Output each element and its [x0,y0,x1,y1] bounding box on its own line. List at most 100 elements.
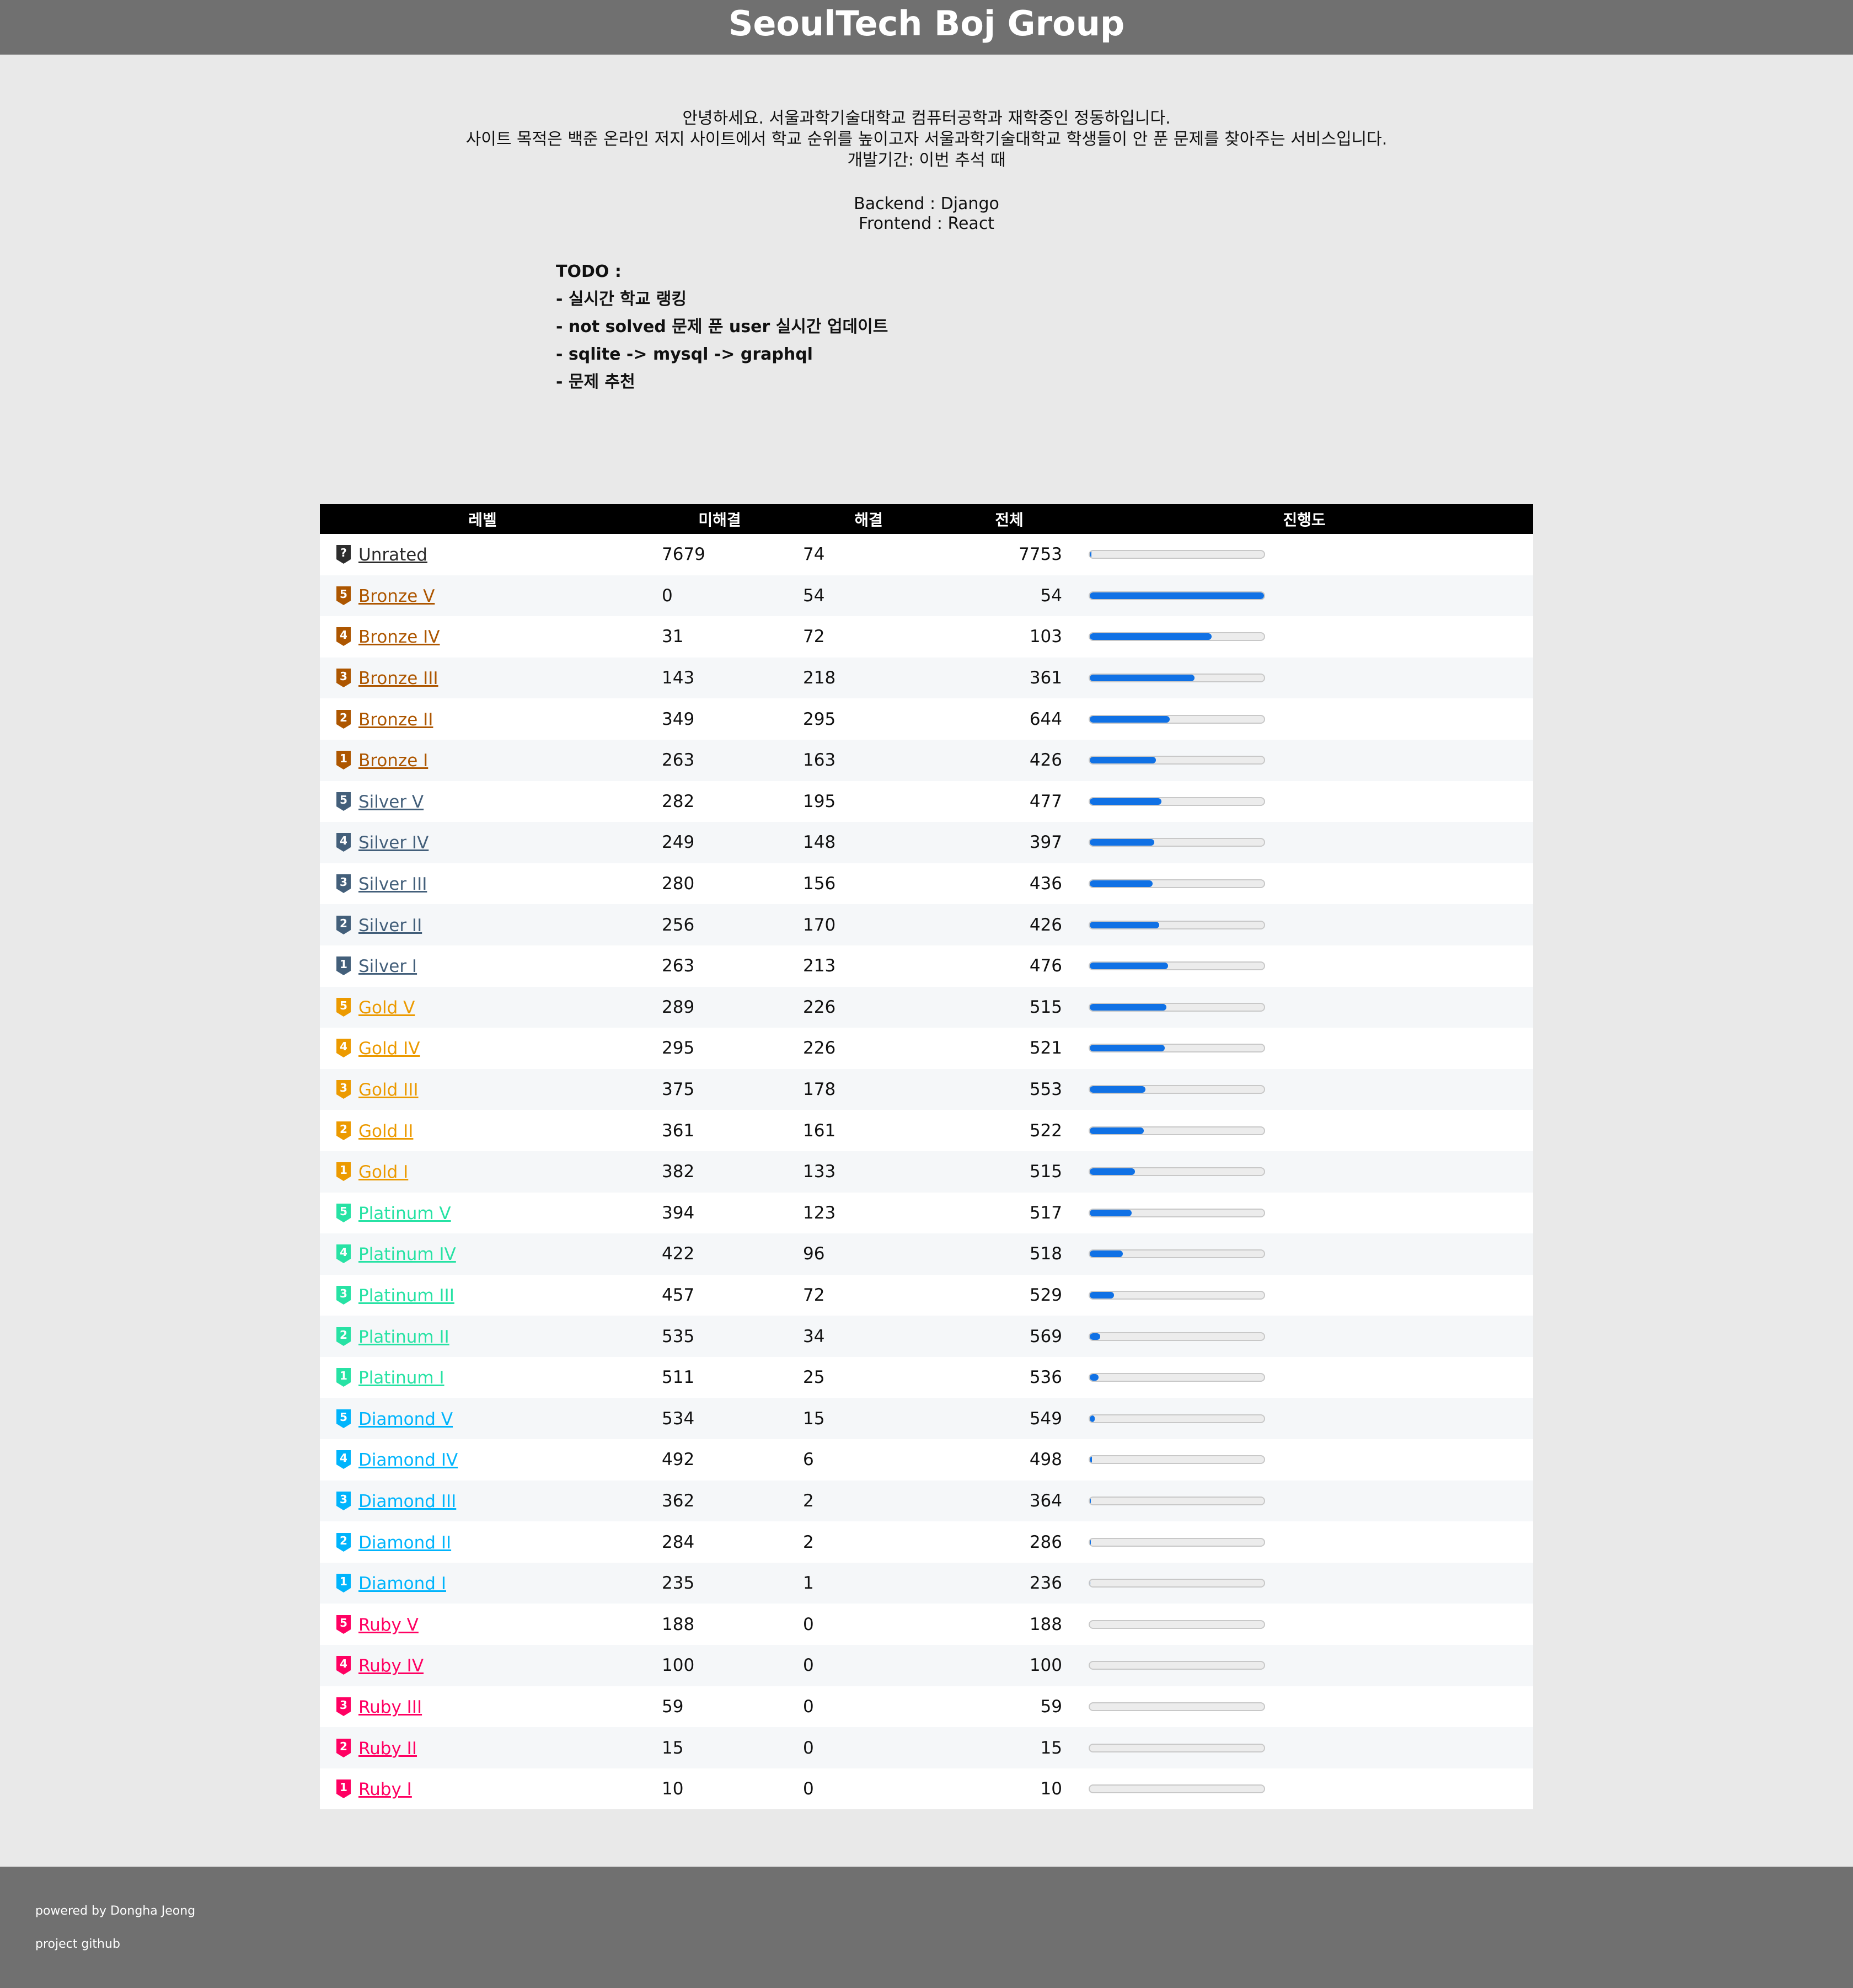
solved-count: 72 [803,627,825,647]
svg-text:1: 1 [340,1163,347,1177]
progress-fill [1090,1250,1123,1258]
level-link[interactable]: Platinum V [358,1203,451,1223]
level-cell: 1 Diamond I [320,1563,645,1604]
level-link[interactable]: Silver V [358,792,424,812]
solved-count: 123 [803,1203,836,1223]
level-link[interactable]: Ruby III [358,1697,422,1717]
progress-bar [1089,1496,1265,1505]
unsolved-count: 143 [662,668,695,688]
level-link[interactable]: Diamond IV [358,1450,458,1471]
level-link[interactable]: Gold IV [358,1039,420,1059]
total-count: 7753 [1019,544,1062,565]
level-link[interactable]: Ruby IV [358,1656,424,1676]
total-count: 103 [1029,627,1062,647]
level-link[interactable]: Diamond V [358,1409,453,1429]
level-link[interactable]: Platinum IV [358,1244,456,1265]
level-link[interactable]: Gold III [358,1080,419,1100]
unsolved-count: 59 [662,1696,684,1717]
progress-cell [1075,658,1533,699]
level-link[interactable]: Platinum I [358,1368,444,1388]
level-link[interactable]: Bronze III [358,669,438,689]
table-row: 2 Ruby II 15 0 15 [320,1727,1533,1768]
table-row: 2 Gold II 361 161 522 [320,1110,1533,1151]
progress-cell [1075,863,1533,905]
table-row: 5 Ruby V 188 0 188 [320,1604,1533,1645]
svg-text:3: 3 [340,670,347,683]
level-cell: 4 Bronze IV [320,616,645,658]
level-link[interactable]: Platinum III [358,1285,454,1306]
project-github-link[interactable]: project github [35,1937,120,1951]
progress-cell [1075,1686,1533,1728]
table-row: ? Unrated 7679 74 7753 [320,534,1533,575]
unsolved-count: 7679 [662,544,705,565]
table-row: 3 Bronze III 143 218 361 [320,657,1533,699]
progress-bar [1089,1167,1265,1177]
svg-text:5: 5 [340,999,347,1012]
tier-badge-icon: 2 [336,1327,351,1346]
level-cell: 2 Silver II [320,904,645,945]
table-row: 4 Silver IV 249 148 397 [320,822,1533,863]
svg-text:4: 4 [340,834,347,847]
progress-bar [1089,591,1265,600]
svg-text:2: 2 [340,711,347,724]
table-row: 1 Ruby I 10 0 10 [320,1768,1533,1810]
level-link[interactable]: Bronze IV [358,627,440,648]
svg-text:3: 3 [340,1493,347,1506]
solved-count: 226 [803,1038,836,1059]
level-link[interactable]: Diamond III [358,1491,457,1511]
level-link[interactable]: Bronze V [358,586,435,606]
progress-bar [1089,1455,1265,1465]
tier-badge-icon: 1 [336,1574,351,1593]
level-link[interactable]: Silver III [358,874,427,895]
todo-item: - not solved 문제 푼 user 실시간 업데이트 [556,317,888,336]
total-count: 498 [1029,1450,1062,1470]
tier-badge-icon: 1 [336,1779,351,1799]
level-link[interactable]: Silver IV [358,833,429,853]
solved-count: 195 [803,791,836,811]
solved-count: 25 [803,1367,825,1388]
tier-badge-icon: 2 [336,1738,351,1757]
level-link[interactable]: Bronze II [358,709,433,730]
intro-purpose: 사이트 목적은 백준 온라인 저지 사이트에서 학교 순위를 높이고자 서울과학… [465,130,1388,149]
unsolved-count: 422 [662,1244,695,1264]
table-row: 4 Ruby IV 100 0 100 [320,1645,1533,1686]
level-link[interactable]: Silver II [358,915,422,936]
level-link[interactable]: Gold II [358,1121,414,1141]
level-link[interactable]: Diamond II [358,1532,452,1553]
level-link[interactable]: Platinum II [358,1327,449,1347]
level-link[interactable]: Silver I [358,956,417,977]
table-row: 5 Silver V 282 195 477 [320,781,1533,822]
svg-text:4: 4 [340,1451,347,1465]
table-row: 3 Silver III 280 156 436 [320,863,1533,905]
progress-fill [1090,798,1161,805]
level-link[interactable]: Bronze I [358,751,429,771]
level-cell: 3 Gold III [320,1069,645,1110]
progress-fill [1090,757,1156,764]
progress-bar [1089,1290,1265,1300]
unsolved-count: 362 [662,1490,695,1511]
svg-text:3: 3 [340,1698,347,1712]
level-link[interactable]: Ruby II [358,1738,417,1759]
level-link[interactable]: Ruby V [358,1615,419,1635]
solved-count: 54 [803,585,825,606]
table-row: 1 Diamond I 235 1 236 [320,1562,1533,1604]
table-row: 2 Silver II 256 170 426 [320,904,1533,945]
tier-badge-icon: 3 [336,874,351,894]
header-solved: 해결 [854,511,883,529]
progress-bar [1089,797,1265,806]
level-link[interactable]: Unrated [358,545,427,565]
progress-fill [1090,551,1092,558]
todo-title: TODO : [556,262,622,281]
solved-count: 0 [803,1655,814,1676]
solved-count: 2 [803,1490,814,1511]
level-link[interactable]: Gold V [358,997,415,1018]
level-link[interactable]: Diamond I [358,1574,446,1594]
level-link[interactable]: Gold I [358,1162,409,1183]
table-row: 1 Bronze I 263 163 426 [320,739,1533,781]
progress-bar [1089,879,1265,889]
header-total: 전체 [995,511,1024,529]
progress-cell [1075,945,1533,987]
frontend-text: Frontend : React [858,214,995,233]
unsolved-count: 282 [662,791,695,811]
level-link[interactable]: Ruby I [358,1779,412,1800]
